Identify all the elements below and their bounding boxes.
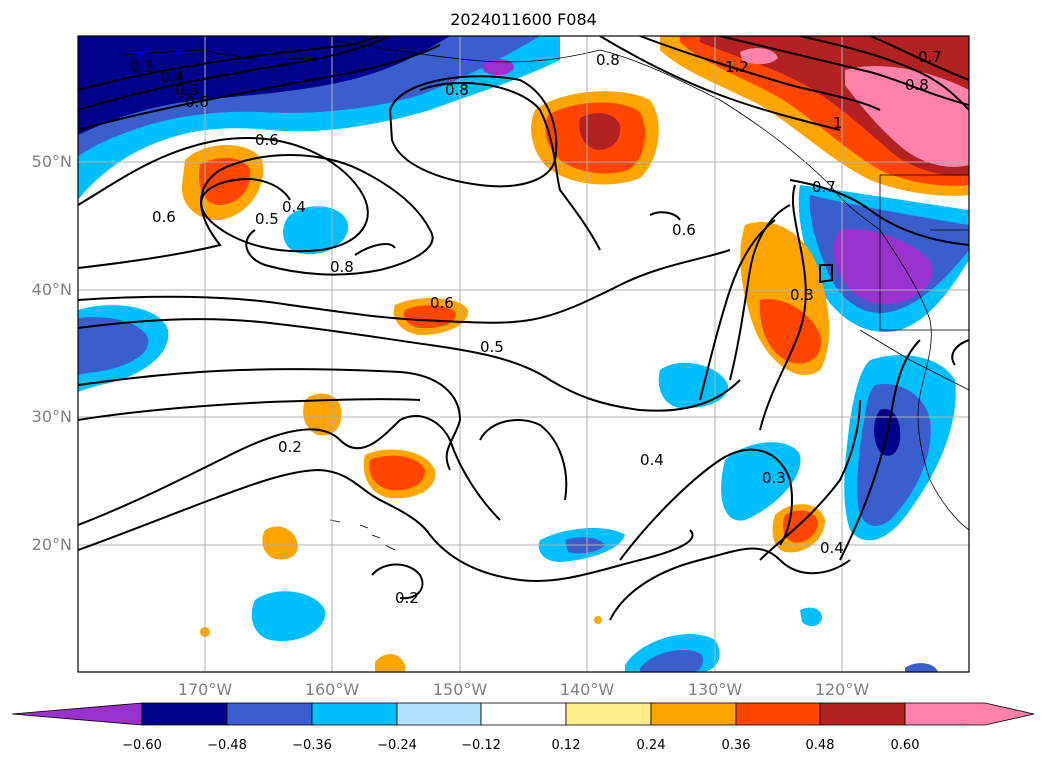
contour-lines xyxy=(78,36,969,621)
contour-label: 0.4 xyxy=(160,68,184,86)
colorbar-tick-label: 0.12 xyxy=(551,738,581,753)
lat-label: 40°N xyxy=(31,280,72,299)
lat-label: 50°N xyxy=(31,152,72,171)
contour-labels: 0.3 0.4 0.5 0.6 0.8 0.6 0.4 0.5 0.6 0.8 … xyxy=(130,48,942,607)
lat-label: 30°N xyxy=(31,407,72,426)
lon-label: 170°W xyxy=(177,680,233,699)
colorbar-segment xyxy=(480,702,567,726)
colorbar-segment xyxy=(904,702,1035,726)
colorbar-tick-label: −0.24 xyxy=(377,738,417,753)
contour-label: 0.4 xyxy=(282,198,306,216)
contour-label: 0.6 xyxy=(672,221,696,239)
contour-label: 0.5 xyxy=(175,81,199,99)
lon-label: 160°W xyxy=(304,680,360,699)
contour-label: 0.6 xyxy=(152,208,176,226)
coastlines xyxy=(119,39,969,551)
contour-label: 0.8 xyxy=(596,51,620,69)
contour-label: 0.8 xyxy=(905,76,929,94)
contour-label: 0.4 xyxy=(640,451,664,469)
contour-label: 0.7 xyxy=(812,178,836,196)
colorbar-tick-label: −0.48 xyxy=(207,738,247,753)
map-title: 2024011600 F084 xyxy=(450,10,597,29)
colorbar-tick-label: 0.36 xyxy=(721,738,751,753)
colorbar xyxy=(11,702,1035,726)
map-plot-area: 0.3 0.4 0.5 0.6 0.8 0.6 0.4 0.5 0.6 0.8 … xyxy=(78,36,969,672)
colorbar-tick-label: −0.12 xyxy=(461,738,501,753)
contour-label: 0.4 xyxy=(820,539,844,557)
contour-label: 1 xyxy=(833,114,843,132)
lon-label: 120°W xyxy=(814,680,870,699)
colorbar-segment xyxy=(11,702,143,726)
colorbar-segment xyxy=(141,702,228,726)
contour-label: 0.7 xyxy=(918,48,942,66)
colorbar-tick-label: −0.60 xyxy=(122,738,162,753)
contour-label: 1.2 xyxy=(725,58,749,76)
contour-label: 0.5 xyxy=(255,210,279,228)
contour-label: 0.6 xyxy=(255,131,279,149)
contour-label: 0.5 xyxy=(480,338,504,356)
contour-label: 0.2 xyxy=(278,438,302,456)
contour-label: 0.3 xyxy=(130,58,154,76)
contour-label: 0.8 xyxy=(445,81,469,99)
lon-label: 150°W xyxy=(432,680,488,699)
lon-label: 130°W xyxy=(687,680,743,699)
contour-label: 0.6 xyxy=(430,294,454,312)
colorbar-segment xyxy=(565,702,652,726)
colorbar-tick-label: 0.48 xyxy=(805,738,835,753)
colorbar-tick-label: −0.36 xyxy=(292,738,332,753)
contour-label: 0.3 xyxy=(762,469,786,487)
colorbar-segment xyxy=(311,702,398,726)
contour-label: 0.8 xyxy=(330,258,354,276)
colorbar-segment xyxy=(819,702,906,726)
colorbar-segment xyxy=(226,702,313,726)
lon-label: 140°W xyxy=(559,680,615,699)
contour-label: 0.2 xyxy=(395,589,419,607)
colorbar-tick-label: 0.24 xyxy=(636,738,666,753)
colorbar-segment xyxy=(735,702,821,726)
colorbar-segment xyxy=(396,702,482,726)
contour-label: 0.6 xyxy=(185,93,209,111)
lat-label: 20°N xyxy=(31,535,72,554)
colorbar-tick-label: 0.60 xyxy=(890,738,920,753)
colorbar-segment xyxy=(650,702,737,726)
map-frame xyxy=(77,35,970,673)
contour-label: 0.3 xyxy=(790,286,814,304)
